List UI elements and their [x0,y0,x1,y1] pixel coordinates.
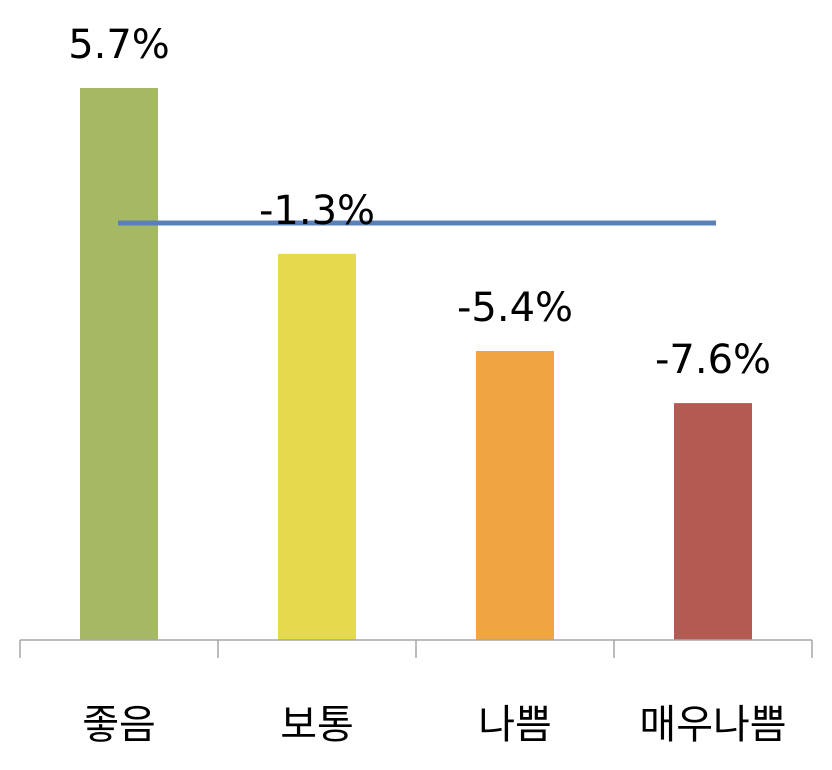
data-label-3: -5.4% [457,285,573,331]
x-axis [19,639,813,658]
data-label-4: -7.6% [655,337,771,383]
bar-2 [278,253,356,641]
category-label-3: 나쁨 [478,702,552,748]
category-label-4: 매우나쁨 [639,702,786,748]
labels-layer: 5.7% 좋음 -1.3% 보통 -5.4% 나쁨 -7.6% 매우나쁨 [68,22,786,748]
bar-4 [674,403,752,640]
bars-layer [80,88,752,641]
data-label-2: -1.3% [259,188,375,234]
bar-1 [80,88,158,640]
category-label-2: 보통 [280,702,354,748]
category-label-1: 좋음 [82,702,156,748]
bar-3 [476,351,554,640]
data-label-1: 5.7% [68,22,170,68]
